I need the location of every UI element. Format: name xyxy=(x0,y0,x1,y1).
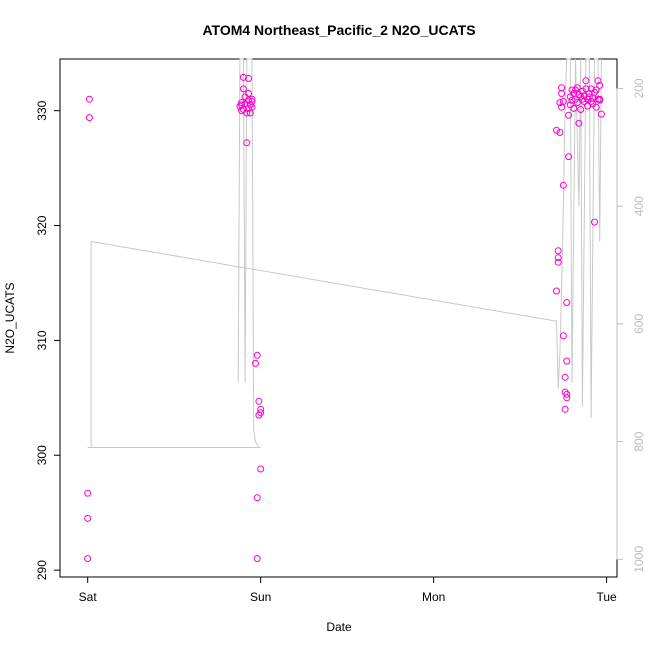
data-point xyxy=(238,99,246,107)
data-point xyxy=(577,106,585,113)
data-point xyxy=(566,101,574,109)
data-point xyxy=(563,299,571,306)
y-axis: 290 300 310 320 330 xyxy=(35,100,61,580)
data-point xyxy=(563,357,571,365)
data-point xyxy=(257,465,265,473)
x-axis-label: Date xyxy=(326,620,352,634)
y-tick-label: 290 xyxy=(35,560,49,580)
data-point xyxy=(257,405,265,413)
data-point xyxy=(563,394,571,402)
data-point xyxy=(253,494,261,502)
pressure-line xyxy=(87,58,602,448)
y2-tick-label: 600 xyxy=(632,314,646,334)
pressure-series xyxy=(87,58,602,448)
data-point xyxy=(559,332,567,340)
data-point xyxy=(597,110,605,118)
data-point xyxy=(582,85,590,93)
data-point xyxy=(255,397,263,405)
n2o-points xyxy=(84,73,605,563)
plot-frame xyxy=(59,58,618,578)
y2-axis: 200 400 600 800 1000 xyxy=(616,78,646,573)
data-point xyxy=(238,101,246,109)
data-point xyxy=(596,96,604,104)
data-point xyxy=(578,87,586,95)
pressure-line-segment xyxy=(91,58,261,448)
data-point xyxy=(570,104,578,112)
data-point xyxy=(245,90,252,97)
data-point xyxy=(575,119,583,127)
data-point xyxy=(558,84,566,92)
data-point xyxy=(239,73,247,81)
data-point xyxy=(565,111,573,119)
data-point xyxy=(84,514,92,522)
x-axis: Sat Sun Mon Tue xyxy=(79,576,618,604)
data-point xyxy=(563,390,571,398)
data-point xyxy=(594,77,602,85)
y2-tick-label: 400 xyxy=(632,196,646,216)
data-point xyxy=(559,181,567,189)
data-point xyxy=(565,153,573,161)
y-tick-label: 300 xyxy=(35,445,49,465)
data-point xyxy=(248,95,256,103)
data-point xyxy=(573,99,581,107)
chart-title: ATOM4 Northeast_Pacific_2 N2O_UCATS xyxy=(202,22,475,38)
data-point xyxy=(585,90,593,97)
data-point xyxy=(554,254,562,262)
data-point xyxy=(573,84,581,92)
data-point xyxy=(243,139,251,147)
data-point xyxy=(582,77,590,85)
y2-tick-label: 1000 xyxy=(632,546,646,573)
x-tick-label: Mon xyxy=(422,590,445,604)
data-point xyxy=(85,114,93,122)
data-point xyxy=(241,93,249,101)
data-point xyxy=(585,93,593,101)
x-tick-label: Sat xyxy=(79,590,98,604)
x-tick-label: Sun xyxy=(250,590,271,604)
data-point xyxy=(561,405,569,413)
y-tick-label: 310 xyxy=(35,330,49,350)
data-point xyxy=(558,90,566,97)
data-point xyxy=(253,555,261,563)
data-point xyxy=(245,104,252,112)
data-point xyxy=(245,75,252,82)
data-point xyxy=(556,99,564,107)
data-point xyxy=(561,373,569,381)
data-point xyxy=(248,98,256,105)
data-point xyxy=(84,555,92,563)
x-tick-label: Tue xyxy=(597,590,618,604)
data-point xyxy=(592,103,600,111)
data-point xyxy=(84,489,92,497)
data-point xyxy=(592,86,600,94)
data-point xyxy=(591,218,598,226)
data-point xyxy=(85,95,93,103)
y-tick-label: 330 xyxy=(35,100,49,120)
data-point xyxy=(596,81,604,89)
data-point xyxy=(243,109,251,117)
data-point xyxy=(239,85,247,93)
data-point xyxy=(252,359,259,367)
data-point xyxy=(559,98,567,105)
data-point xyxy=(554,247,562,255)
data-point xyxy=(553,287,560,295)
y2-tick-label: 200 xyxy=(632,78,646,98)
y-tick-label: 320 xyxy=(35,215,49,235)
data-point xyxy=(257,409,265,417)
y-axis-label: N2O_UCATS xyxy=(3,282,17,353)
data-point xyxy=(253,351,261,359)
data-point xyxy=(245,96,252,104)
data-point xyxy=(556,129,564,136)
y2-tick-label: 800 xyxy=(632,431,646,451)
data-point xyxy=(554,258,562,266)
